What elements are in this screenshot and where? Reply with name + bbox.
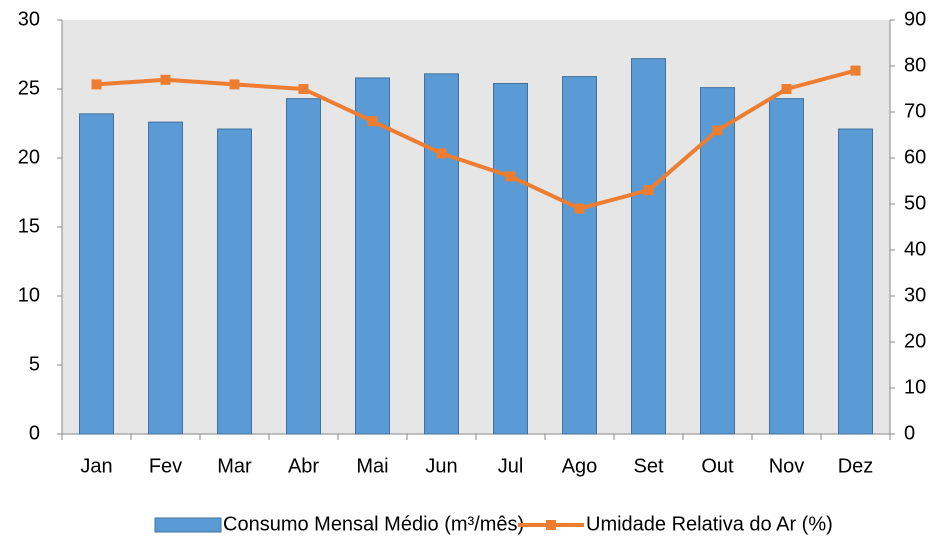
bar <box>631 58 666 435</box>
line-marker <box>781 84 792 94</box>
y2-tick-label: 90 <box>904 8 926 30</box>
line <box>96 68 857 211</box>
x-tick-label: Abr <box>288 455 319 477</box>
y-tick-label: 30 <box>18 8 40 30</box>
bar <box>355 77 390 435</box>
y2-tick-label: 40 <box>904 238 926 260</box>
y2-tick-label: 20 <box>904 330 926 352</box>
y2-tick-label: 70 <box>904 100 926 122</box>
bar <box>148 121 183 435</box>
line-marker <box>712 125 723 136</box>
x-tick-label: Set <box>633 455 663 477</box>
bar <box>493 82 528 435</box>
bar <box>79 113 114 435</box>
x-tick-label: Fev <box>149 455 182 477</box>
bar <box>286 98 321 435</box>
bar <box>769 98 804 435</box>
x-tick-label: Mar <box>217 455 252 477</box>
y2-tick-label: 80 <box>904 54 926 76</box>
y2-tick-label: 50 <box>904 192 926 214</box>
x-tick-label: Jan <box>80 455 112 477</box>
y2-tick-label: 0 <box>904 422 915 444</box>
legend-swatch <box>546 520 556 530</box>
line-marker <box>91 79 102 90</box>
y-tick-label: 25 <box>18 77 40 99</box>
y2-tick-label: 30 <box>904 284 926 306</box>
x-tick-label: Jun <box>425 455 457 477</box>
line-marker <box>574 203 585 214</box>
x-tick-label: Dez <box>838 455 874 477</box>
legend-label: Consumo Mensal Médio (m³/mês) <box>223 513 524 535</box>
y-tick-label: 15 <box>18 215 40 237</box>
x-tick-label: Mai <box>356 455 388 477</box>
line-marker <box>229 79 240 90</box>
bar <box>217 128 252 435</box>
y-tick-label: 10 <box>18 284 40 306</box>
y-tick-label: 20 <box>18 146 40 168</box>
legend-swatch <box>154 517 222 533</box>
bar <box>562 76 597 435</box>
y2-tick-label: 60 <box>904 146 926 168</box>
legend-label: Umidade Relativa do Ar (%) <box>586 513 833 535</box>
y2-tick-label: 10 <box>904 376 926 398</box>
line-marker <box>367 116 378 127</box>
line-marker <box>436 148 447 159</box>
x-tick-label: Jul <box>498 455 524 477</box>
y-tick-label: 5 <box>29 353 40 375</box>
line-marker <box>298 84 309 94</box>
y-tick-label: 0 <box>29 422 40 444</box>
x-tick-label: Out <box>701 455 734 477</box>
line-marker <box>160 74 171 85</box>
bar <box>838 128 873 435</box>
x-tick-label: Nov <box>769 455 805 477</box>
line-marker <box>505 171 516 182</box>
line-marker <box>850 65 861 76</box>
bar <box>700 87 735 435</box>
bar <box>424 73 459 435</box>
plot-area <box>62 20 890 434</box>
line-marker <box>643 185 654 196</box>
x-tick-label: Ago <box>562 455 598 477</box>
